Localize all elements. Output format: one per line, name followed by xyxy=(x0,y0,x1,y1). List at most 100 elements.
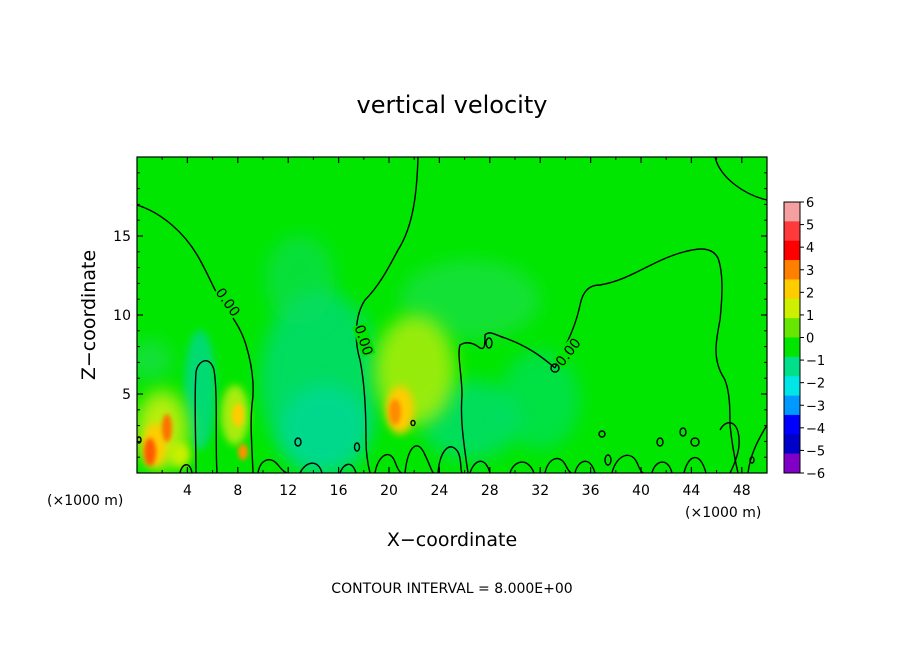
x-tick-label: 44 xyxy=(682,483,700,499)
colorbar: 6 5 4 3 2 1 0 −1 −2 −3 −4 −5 −6 xyxy=(783,196,825,482)
downdraft-region xyxy=(184,330,216,450)
contour-label-mask xyxy=(352,322,376,358)
contour-label-mask xyxy=(213,284,243,320)
contour-cell xyxy=(294,437,302,447)
updraft-region xyxy=(238,444,248,460)
updraft-region xyxy=(389,399,401,425)
x-tick-label: 24 xyxy=(430,483,448,499)
colorbar-swatch xyxy=(784,395,800,416)
contour-cell xyxy=(656,437,664,447)
contour-line xyxy=(355,157,419,473)
colorbar-swatch xyxy=(784,414,800,435)
updraft-region xyxy=(162,414,172,442)
colorbar-swatch xyxy=(784,356,800,377)
contour-line xyxy=(747,424,767,473)
contour-line xyxy=(469,460,491,473)
colorbar-label: −5 xyxy=(806,444,825,459)
x-axis: 4 8 12 16 20 24 28 32 36 40 44 48 xyxy=(161,157,751,499)
zero-contours xyxy=(137,157,767,473)
x-tick-label: 12 xyxy=(279,483,297,499)
contour-line xyxy=(509,461,535,473)
colorbar-swatch xyxy=(784,434,800,454)
field-shading xyxy=(137,235,580,473)
x-tick-label: 16 xyxy=(330,483,348,499)
colorbar-label: −2 xyxy=(806,377,825,392)
contour-line xyxy=(374,453,403,473)
contour-line xyxy=(339,463,357,473)
y-axis-label: Z−coordinate xyxy=(78,250,100,380)
colorbar-label: 4 xyxy=(806,241,814,256)
downdraft-region xyxy=(137,340,172,380)
y-tick-label: 10 xyxy=(113,308,131,324)
contour-cell xyxy=(604,454,612,466)
colorbar-label: −6 xyxy=(806,467,825,482)
colorbar-swatch xyxy=(784,337,800,358)
downdraft-region xyxy=(400,260,540,340)
contour-line xyxy=(714,157,767,201)
contour-cell xyxy=(550,363,560,373)
contour-interval-text: CONTOUR INTERVAL = 8.000E+00 xyxy=(331,581,572,597)
colorbar-label: −3 xyxy=(806,399,825,414)
x-axis-label: X−coordinate xyxy=(387,529,517,551)
colorbar-swatch xyxy=(784,279,800,300)
contour-line xyxy=(544,457,573,473)
updraft-region xyxy=(170,443,190,467)
colorbar-label: 5 xyxy=(806,219,814,234)
colorbar-label: 6 xyxy=(806,196,814,211)
colorbar-label: −1 xyxy=(806,354,825,369)
contour-line xyxy=(179,464,193,473)
chart-title: vertical velocity xyxy=(357,91,548,119)
colorbar-swatch xyxy=(784,240,800,261)
contour-line xyxy=(437,446,463,473)
colorbar-swatch xyxy=(784,298,800,319)
contour-cell xyxy=(353,442,361,452)
x-tick-label: 32 xyxy=(531,483,549,499)
x-tick-label: 48 xyxy=(733,483,751,499)
contour-label-mask xyxy=(552,335,584,369)
x-tick-label: 8 xyxy=(233,483,242,499)
contour-line xyxy=(719,422,740,473)
colorbar-swatch xyxy=(784,453,800,474)
colorbar-label: 3 xyxy=(806,264,814,279)
colorbar-swatch xyxy=(784,260,800,280)
contour-cell xyxy=(485,337,493,349)
colorbar-label: 2 xyxy=(806,286,814,301)
colorbar-swatch xyxy=(784,202,800,222)
contour-line xyxy=(194,360,218,473)
updraft-region xyxy=(232,403,244,427)
colorbar-swatch xyxy=(784,221,800,242)
x-tick-label: 40 xyxy=(632,483,650,499)
contour-line xyxy=(554,248,739,473)
contour-cell xyxy=(679,427,687,437)
x-tick-label: 28 xyxy=(481,483,499,499)
contour-line xyxy=(404,445,435,473)
plot-area: 0.00 0.00 0.00 xyxy=(137,157,767,473)
contour-line xyxy=(611,454,645,473)
downdraft-region xyxy=(500,350,580,450)
contour-line xyxy=(651,461,673,473)
contour-line xyxy=(257,459,289,473)
x-tick-label: 36 xyxy=(582,483,600,499)
x-axis-unit: (×1000 m) xyxy=(685,505,761,521)
contour-line xyxy=(299,462,323,473)
contour-line xyxy=(683,456,707,473)
y-tick-label: 5 xyxy=(122,387,131,403)
contour-cell xyxy=(598,430,606,438)
colorbar-swatch xyxy=(784,376,800,396)
colorbar-label: 0 xyxy=(806,332,814,347)
contour-cell xyxy=(690,437,700,447)
downdraft-region xyxy=(265,235,335,325)
x-tick-label: 20 xyxy=(380,483,398,499)
x-tick-label: 4 xyxy=(183,483,192,499)
contour-cell xyxy=(410,419,416,427)
downdraft-region xyxy=(280,385,370,473)
colorbar-swatch xyxy=(784,318,800,338)
contour-line xyxy=(458,332,556,473)
colorbar-label: −4 xyxy=(806,422,825,437)
contour-cell xyxy=(749,456,755,464)
contour-cell xyxy=(137,436,142,444)
updraft-region xyxy=(144,438,156,466)
y-axis: 5 10 15 xyxy=(113,172,767,458)
contour-line xyxy=(574,460,596,473)
